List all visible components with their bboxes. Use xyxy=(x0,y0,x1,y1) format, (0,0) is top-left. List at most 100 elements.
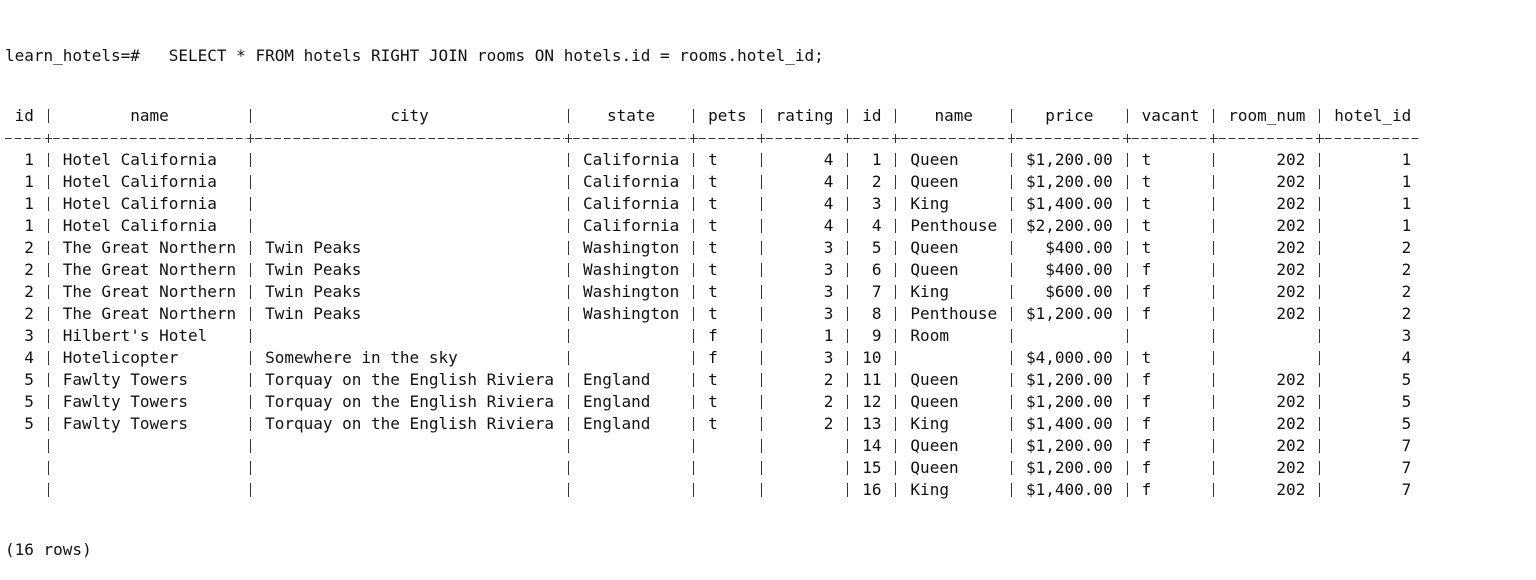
cell: 2 xyxy=(823,370,834,389)
lead xyxy=(5,105,15,127)
cell: Somewhere in the sky xyxy=(265,348,458,367)
column-separator xyxy=(997,149,1026,171)
column-separator xyxy=(746,435,776,457)
column-separator xyxy=(833,435,863,457)
lead xyxy=(5,237,15,259)
column-header: city xyxy=(390,106,429,125)
cell: 202 xyxy=(1276,216,1306,235)
cell: 3 xyxy=(871,194,882,213)
column-separator xyxy=(33,435,63,457)
column-separator xyxy=(997,347,1026,369)
cell: 3 xyxy=(823,304,834,323)
cell xyxy=(265,171,554,193)
column-separator xyxy=(554,435,583,457)
cell xyxy=(63,479,236,501)
rule-joint xyxy=(891,127,901,149)
cell: $1,400.00 xyxy=(1026,414,1113,433)
column-separator xyxy=(1112,303,1142,325)
cell: Hotel California xyxy=(62,194,217,213)
column-separator xyxy=(33,149,63,171)
cell: 5 xyxy=(871,238,882,257)
column-separator xyxy=(833,391,863,413)
column-header: room_num xyxy=(1228,106,1306,125)
column-separator xyxy=(881,303,911,325)
column-separator xyxy=(1199,149,1229,171)
column-separator xyxy=(746,413,776,435)
column-separator xyxy=(554,193,583,215)
table-row: 3 Hilbert's Hotel f 1 9 Room 3 xyxy=(5,325,1421,347)
column-separator xyxy=(236,105,266,127)
column-separator xyxy=(833,193,863,215)
cell: 11 xyxy=(862,370,882,389)
cell xyxy=(15,479,34,501)
rule-dash xyxy=(1324,127,1421,149)
column-header: vacant xyxy=(1141,106,1200,125)
cell xyxy=(583,435,679,457)
cell: 1 xyxy=(24,172,34,191)
cell: 7 xyxy=(1401,436,1412,455)
cell: 16 xyxy=(862,480,882,499)
column-separator xyxy=(833,457,863,479)
cell: Washington xyxy=(582,304,680,323)
column-separator xyxy=(833,281,863,303)
cell: 202 xyxy=(1276,282,1306,301)
column-separator xyxy=(1305,369,1335,391)
column-separator xyxy=(33,303,63,325)
cell: Hotel California xyxy=(62,150,217,169)
column-separator xyxy=(997,479,1026,501)
cell: t xyxy=(708,172,718,191)
cell: The Great Northern xyxy=(62,238,237,257)
column-separator xyxy=(554,303,583,325)
column-separator xyxy=(997,237,1026,259)
cell xyxy=(1026,325,1113,347)
cell xyxy=(15,435,34,457)
column-separator xyxy=(1199,237,1229,259)
table-row: 1 Hotel California California t 4 3 King $1,400… xyxy=(5,193,1421,215)
cell: Torquay on the English Riviera xyxy=(265,370,555,389)
cell: $1,200.00 xyxy=(1026,150,1113,169)
column-separator xyxy=(1305,171,1335,193)
column-separator xyxy=(1199,281,1229,303)
cell: Queen xyxy=(910,260,959,279)
cell: f xyxy=(1141,282,1152,301)
cell: 3 xyxy=(1401,326,1412,345)
column-separator xyxy=(679,259,709,281)
column-separator xyxy=(1305,215,1335,237)
column-separator xyxy=(1305,259,1335,281)
column-header: state xyxy=(607,106,656,125)
cell xyxy=(265,457,554,479)
cell: t xyxy=(1141,194,1152,213)
column-separator xyxy=(236,303,266,325)
cell: $1,200.00 xyxy=(1026,458,1113,477)
cell: $600.00 xyxy=(1045,282,1113,301)
lead xyxy=(5,171,15,193)
column-separator xyxy=(833,105,863,127)
column-separator xyxy=(746,479,776,501)
column-separator xyxy=(1305,479,1335,501)
cell: King xyxy=(910,282,949,301)
cell: 202 xyxy=(1276,238,1306,257)
cell: f xyxy=(1141,260,1152,279)
column-separator xyxy=(33,479,63,501)
cell: t xyxy=(708,150,718,169)
table-row: 5 Fawlty Towers Torquay on the English Riv… xyxy=(5,369,1421,391)
cell: Queen xyxy=(910,458,959,477)
column-separator xyxy=(1199,193,1229,215)
column-separator xyxy=(833,369,863,391)
column-separator xyxy=(1112,347,1142,369)
cell xyxy=(583,347,679,369)
column-separator xyxy=(33,171,63,193)
lead xyxy=(5,457,15,479)
column-separator xyxy=(554,149,583,171)
lead xyxy=(5,479,15,501)
cell: 202 xyxy=(1276,370,1306,389)
terminal: learn_hotels=# SELECT * FROM hotels RIGHT… xyxy=(5,7,1421,580)
table-row: 4 Hotelicopter Somewhere in the sky f 3 10 $4,… xyxy=(5,347,1421,369)
column-separator xyxy=(1305,457,1335,479)
column-separator xyxy=(881,237,911,259)
cell: 9 xyxy=(871,326,882,345)
rule-dash xyxy=(1016,127,1123,149)
cell: f xyxy=(1141,304,1152,323)
lead xyxy=(5,215,15,237)
column-separator xyxy=(33,281,63,303)
